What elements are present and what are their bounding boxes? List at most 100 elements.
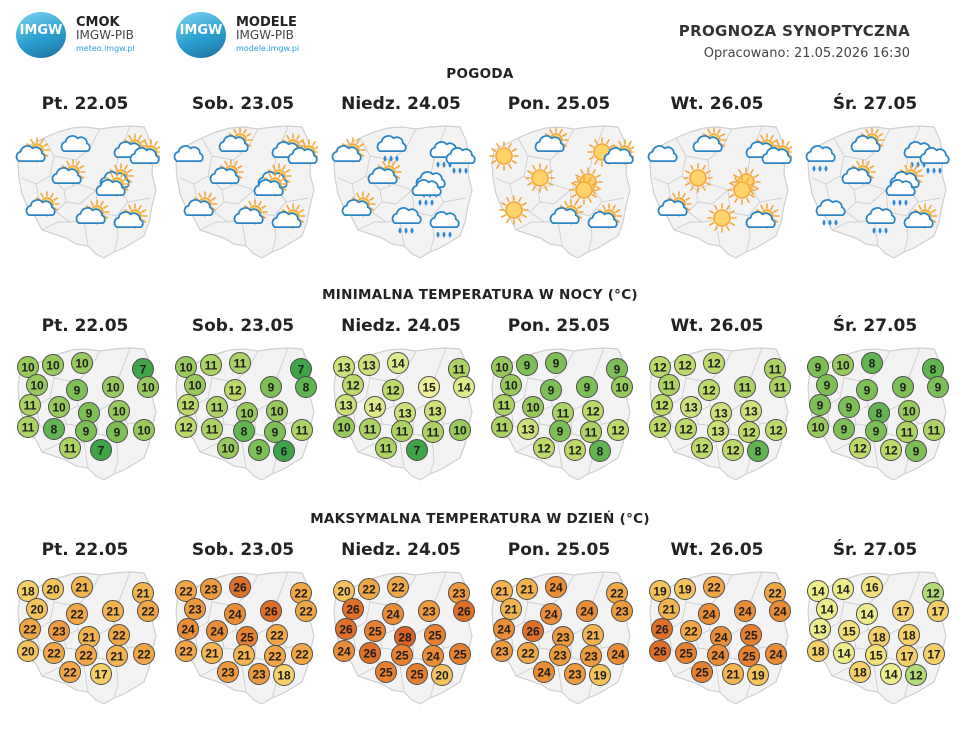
day-label: Sob. 23.05 [191,316,295,336]
temperature-value: 14 [884,667,898,681]
temperature-value: 23 [204,582,218,596]
partly-cloudy-icon [129,139,160,165]
temperature-marker: 17 [923,643,945,665]
temperature-value: 13 [711,424,725,438]
temperature-marker: 21 [722,663,744,685]
temperature-value: 24 [702,607,716,621]
modele-logo[interactable]: IMGW MODELE IMGW-PIB modele.imgw.pl [176,12,299,58]
temperature-marker: 11 [422,421,444,443]
temperature-marker: 18 [898,624,920,646]
logo-url[interactable]: meteo.imgw.pl [76,43,135,53]
temperature-value: 26 [339,622,353,636]
temperature-marker: 12 [765,419,787,441]
temperature-value: 13 [362,358,376,372]
temperature-value: 21 [106,604,120,618]
temperature-value: 24 [711,648,725,662]
day-label: Pon. 25.05 [507,94,611,114]
temperature-value: 10 [495,360,509,374]
day-label: Wt. 26.05 [670,94,764,114]
temperature-value: 21 [205,646,219,660]
temperature-marker: 7 [90,439,112,461]
temperature-value: 10 [836,358,850,372]
temperature-value: 10 [188,378,202,392]
temperature-marker: 10 [42,354,64,376]
day-label: Śr. 27.05 [832,316,918,336]
temperature-value: 10 [221,441,235,455]
temperature-value: 13 [339,398,353,412]
temperature-marker: 24 [224,603,246,625]
temperature-marker: 10 [17,356,39,378]
temperature-marker: 10 [832,354,854,376]
cloud-rain-icon [391,207,422,234]
temperature-value: 22 [47,646,61,660]
partly-cloudy-icon [761,139,792,165]
temperature-marker: 17 [896,645,918,667]
temperature-value: 24 [210,624,224,638]
temperature-marker: 10 [491,356,513,378]
partly-cloudy-icon [603,139,634,165]
temperature-value: 13 [744,404,758,418]
temperature-value: 23 [568,667,582,681]
temperature-value: 21 [237,648,251,662]
temperature-value: 17 [931,604,945,618]
partly-cloudy-icon [183,191,218,217]
temperature-value: 10 [337,420,351,434]
weather-map [489,125,634,259]
temperature-value: 23 [52,624,66,638]
temperature-value: 11 [205,358,218,372]
partly-cloudy-icon [745,133,780,159]
temperature-marker: 26 [649,640,671,662]
temperature-value: 9 [114,425,121,439]
temperature-value: 21 [520,582,534,596]
cmok-logo[interactable]: IMGW CMOK IMGW-PIB meteo.imgw.pl [16,12,135,58]
temperature-marker: 12 [651,394,673,416]
temperature-marker: 22 [264,645,286,667]
temperature-marker: 28 [394,626,416,648]
sun-icon [525,163,555,193]
temperature-marker: 23 [564,663,586,685]
day-label: Sob. 23.05 [191,94,295,114]
temperature-marker: 9 [905,440,927,462]
cloud-icon [173,145,204,162]
logo-name: CMOK [76,14,120,30]
temperature-marker: 12 [533,437,555,459]
temperature-marker: 24 [545,576,567,598]
temperature-value: 22 [707,580,721,594]
temperature-marker: 19 [674,578,696,600]
temperature-marker: 14 [856,603,878,625]
temperature-marker: 14 [364,396,386,418]
weather-map [331,125,476,259]
temperature-marker: 10 [333,416,355,438]
sun-icon [499,195,529,225]
partly-cloudy-icon [850,127,885,153]
temperature-marker: 22 [764,582,786,604]
temperature-marker: 7 [406,439,428,461]
temperature-value: 13 [337,360,351,374]
temperature-value: 11 [234,356,247,370]
temperature-marker: 21 [132,582,154,604]
temperature-marker: 10 [71,352,93,374]
temperature-marker: 14 [880,663,902,685]
sun-icon [707,203,737,233]
temperature-marker: 12 [691,437,713,459]
partly-cloudy-icon [341,191,376,217]
temperature-marker: 9 [260,376,282,398]
temperature-value: 24 [769,647,783,661]
temperature-marker: 22 [290,582,312,604]
logo-url[interactable]: modele.imgw.pl [236,43,300,53]
temperature-value: 9 [817,398,824,412]
temperature-marker: 9 [576,376,598,398]
temperature-value: 8 [930,362,937,376]
temperature-marker: 26 [359,642,381,664]
temperature-value: 22 [23,622,37,636]
temperature-marker: 12 [698,379,720,401]
temperature-marker: 22 [66,603,88,625]
temperature-marker: 9 [106,421,128,443]
partly-cloudy-icon [889,163,924,189]
temperature-marker: 24 [698,603,720,625]
temperature-value: 25 [240,630,254,644]
temperature-marker: 24 [177,618,199,640]
